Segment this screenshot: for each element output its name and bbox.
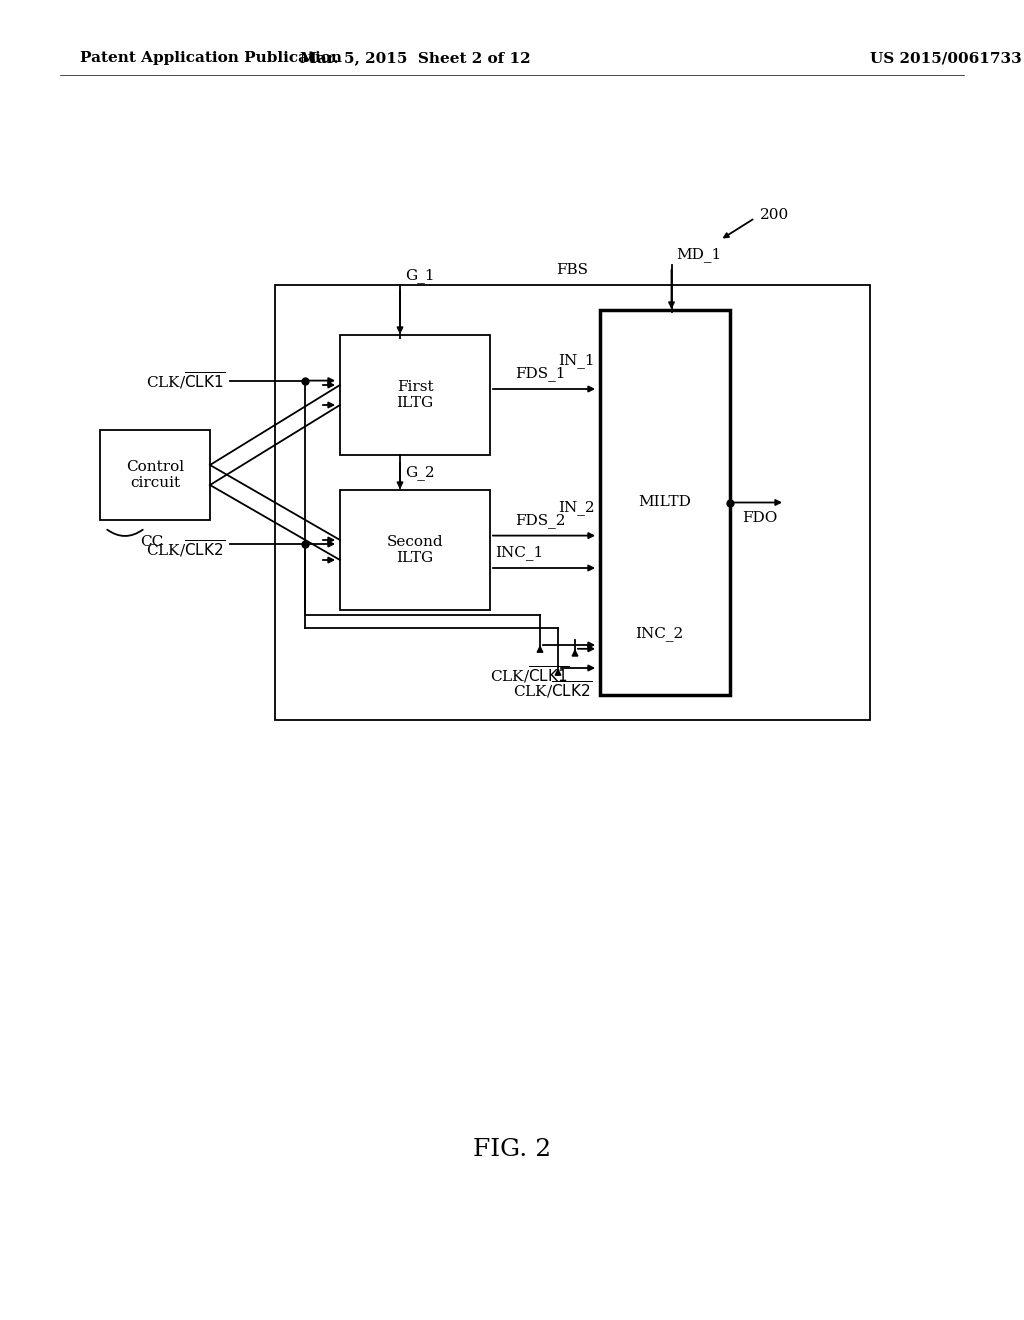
Text: CC: CC: [140, 535, 163, 549]
Text: MILTD: MILTD: [639, 495, 691, 510]
Text: FDO: FDO: [742, 511, 777, 524]
Text: G_1: G_1: [406, 268, 434, 282]
Text: CLK/$\overline{\mathrm{CLK2}}$: CLK/$\overline{\mathrm{CLK2}}$: [513, 680, 593, 701]
Text: FDS_1: FDS_1: [515, 366, 565, 381]
Text: CLK/$\overline{\mathrm{CLK1}}$: CLK/$\overline{\mathrm{CLK1}}$: [490, 664, 569, 685]
Text: MD_1: MD_1: [677, 247, 722, 261]
Text: First: First: [396, 380, 433, 393]
Text: US 2015/0061733 A1: US 2015/0061733 A1: [870, 51, 1024, 65]
Text: INC_1: INC_1: [495, 545, 544, 560]
Text: ILTG: ILTG: [396, 396, 433, 411]
Bar: [340, 490, 490, 610]
Text: INC_2: INC_2: [635, 626, 683, 640]
Text: FDS_2: FDS_2: [515, 512, 565, 528]
Bar: [100, 430, 210, 520]
Bar: [600, 310, 730, 696]
Text: IN_2: IN_2: [558, 500, 595, 515]
Text: 200: 200: [760, 209, 790, 222]
Text: circuit: circuit: [130, 477, 180, 490]
Bar: [340, 335, 490, 455]
Bar: [275, 285, 870, 719]
Text: ILTG: ILTG: [396, 550, 433, 565]
Text: G_2: G_2: [406, 465, 434, 480]
Text: FBS: FBS: [556, 263, 589, 277]
Text: CLK/$\overline{\mathrm{CLK1}}$: CLK/$\overline{\mathrm{CLK1}}$: [145, 370, 225, 391]
Text: IN_1: IN_1: [558, 354, 595, 368]
Text: FIG. 2: FIG. 2: [473, 1138, 551, 1162]
Text: Patent Application Publication: Patent Application Publication: [80, 51, 342, 65]
Text: Control: Control: [126, 459, 184, 474]
Text: Mar. 5, 2015  Sheet 2 of 12: Mar. 5, 2015 Sheet 2 of 12: [300, 51, 530, 65]
Text: Second: Second: [387, 535, 443, 549]
Text: CLK/$\overline{\mathrm{CLK2}}$: CLK/$\overline{\mathrm{CLK2}}$: [145, 539, 225, 560]
